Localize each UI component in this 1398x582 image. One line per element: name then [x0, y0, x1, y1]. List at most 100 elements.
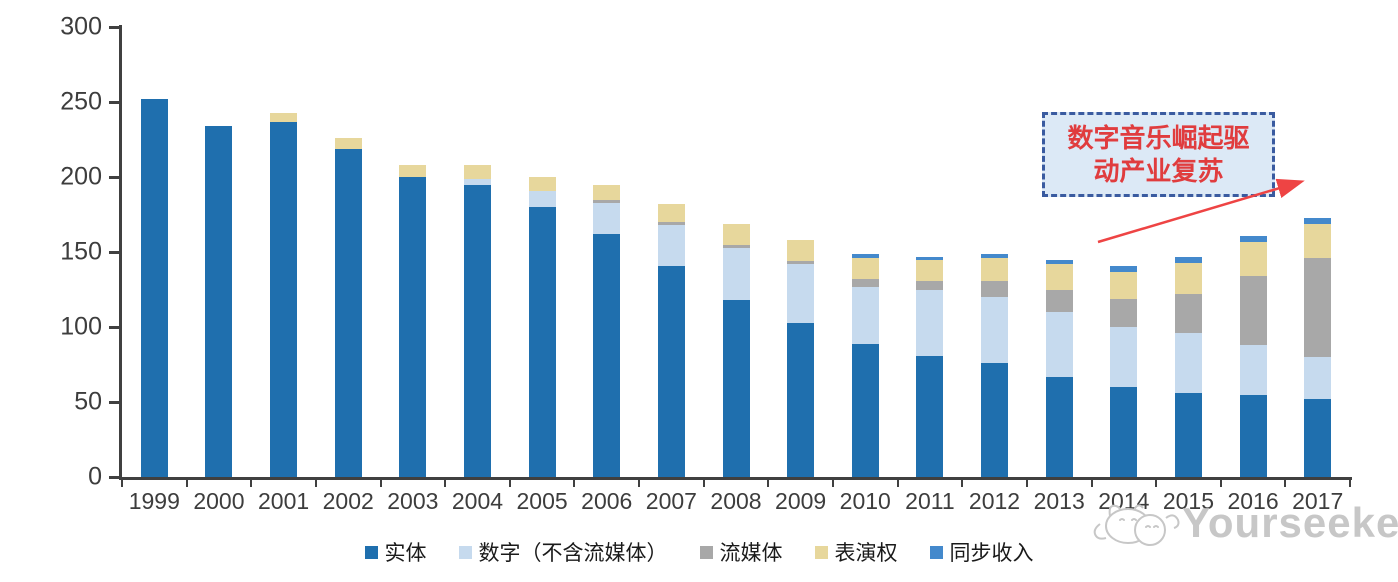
x-axis-label-2007: 2007	[645, 488, 697, 514]
bar-2006-segment-1	[593, 202, 621, 234]
bar-2000-segment-0	[205, 126, 233, 477]
bar-2016-segment-1	[1239, 345, 1267, 395]
x-axis-label-2010: 2010	[839, 488, 891, 514]
bar-2016-segment-3	[1239, 241, 1267, 276]
bar-2013-segment-1	[1045, 312, 1073, 377]
y-axis-label-200: 200	[60, 162, 102, 191]
bar-2015-segment-2	[1174, 294, 1202, 333]
bar-2011-segment-2	[916, 280, 944, 290]
bar-2017-segment-2	[1304, 258, 1332, 357]
x-axis-tick	[638, 480, 641, 487]
bar-2016-segment-2	[1239, 276, 1267, 345]
y-axis-label-250: 250	[60, 87, 102, 116]
watermark: Yourseeker	[1086, 494, 1398, 552]
annotation-text-line2: 动产业复苏	[1093, 156, 1224, 186]
bar-2008-segment-3	[722, 223, 750, 245]
x-axis-tick	[1349, 480, 1351, 487]
legend-item-0: 实体	[364, 537, 427, 567]
bar-2004-segment-1	[464, 178, 491, 185]
y-axis-label-50: 50	[74, 387, 102, 416]
x-axis-tick	[314, 480, 317, 487]
x-axis-label-2005: 2005	[516, 488, 568, 514]
bar-2013-segment-2	[1045, 289, 1073, 312]
bar-2010-segment-3	[851, 258, 879, 279]
bar-2004-segment-0	[464, 184, 491, 477]
bar-2013-segment-4	[1045, 259, 1073, 264]
bar-2017-segment-3	[1304, 223, 1332, 258]
x-axis-label-2004: 2004	[451, 488, 504, 514]
bar-2010-segment-2	[851, 279, 879, 287]
x-axis-label-2017: 2017	[1292, 488, 1344, 514]
bar-2010-segment-1	[851, 286, 879, 344]
x-axis-tick	[1090, 480, 1093, 487]
legend-swatch-1	[458, 545, 472, 559]
legend-swatch-4	[929, 545, 943, 559]
x-axis-tick	[961, 480, 964, 487]
bar-2001-segment-0	[270, 121, 298, 477]
bar-2007-segment-3	[657, 204, 685, 222]
bar-2008-segment-1	[722, 247, 750, 300]
legend-item-4: 同步收入	[929, 537, 1034, 567]
bar-2006-segment-2	[593, 199, 621, 203]
bar-2012-segment-2	[981, 280, 1008, 297]
bar-2012-segment-1	[981, 297, 1008, 363]
bar-2012-segment-4	[981, 253, 1008, 258]
bar-1999-segment-0	[140, 99, 168, 477]
annotation-callout: 数字音乐崛起驱 动产业复苏	[1042, 112, 1275, 197]
bar-2014-segment-0	[1110, 387, 1138, 477]
bar-2007-segment-0	[657, 265, 685, 477]
bar-2003-segment-0	[399, 177, 427, 477]
legend: 实体 数字（不含流媒体） 流媒体 表演权 同步收入	[0, 537, 1398, 567]
x-axis-label-2015: 2015	[1162, 488, 1214, 514]
x-axis-label-2003: 2003	[387, 488, 439, 514]
legend-item-3: 表演权	[814, 537, 898, 567]
bar-2009-segment-0	[787, 322, 815, 477]
bar-2017-segment-4	[1304, 217, 1332, 224]
x-axis-tick	[444, 480, 447, 487]
x-axis-tick	[121, 480, 123, 487]
bar-2010-segment-0	[851, 343, 879, 477]
y-axis-label-0: 0	[88, 462, 102, 491]
bar-2005-segment-1	[528, 190, 556, 207]
bar-2003-segment-3	[399, 165, 427, 177]
bar-2002-segment-0	[334, 148, 362, 477]
bar-2009-segment-1	[787, 264, 815, 323]
x-axis-tick	[1219, 480, 1222, 487]
x-axis-tick	[896, 480, 899, 487]
bar-2011-segment-4	[916, 256, 944, 260]
y-axis-tick	[109, 326, 119, 329]
watermark-text: Yourseeker	[1182, 499, 1398, 546]
bar-2015-segment-1	[1174, 333, 1202, 393]
legend-label-2: 流媒体	[719, 541, 783, 565]
x-axis-label-2002: 2002	[322, 488, 374, 514]
y-axis-tick	[109, 26, 119, 29]
bar-2002-segment-3	[334, 138, 362, 149]
x-axis-tick	[250, 480, 253, 487]
bar-2007-segment-1	[657, 225, 685, 266]
x-axis-label-2001: 2001	[257, 488, 310, 514]
x-axis-label-2006: 2006	[581, 488, 633, 514]
legend-label-1: 数字（不含流媒体）	[478, 541, 668, 565]
x-axis-tick	[767, 480, 770, 487]
x-axis-tick	[185, 480, 188, 487]
y-axis-label-150: 150	[60, 237, 102, 266]
x-axis-tick	[379, 480, 382, 487]
bar-2012-segment-3	[981, 258, 1008, 281]
bar-2004-segment-3	[464, 165, 491, 179]
bar-2008-segment-0	[722, 300, 750, 477]
bar-2016-segment-4	[1239, 235, 1267, 242]
bar-2017-segment-0	[1304, 399, 1332, 477]
y-axis-label-300: 300	[60, 12, 102, 41]
x-axis-label-2000: 2000	[193, 488, 245, 514]
legend-swatch-0	[364, 545, 378, 559]
y-axis-line	[119, 25, 122, 480]
y-axis-tick	[109, 401, 119, 404]
bar-2012-segment-0	[981, 363, 1008, 477]
y-axis-tick	[109, 251, 119, 254]
x-axis-label-2009: 2009	[775, 488, 827, 514]
x-axis-label-2013: 2013	[1033, 488, 1085, 514]
bar-2015-segment-0	[1174, 393, 1202, 477]
x-axis-label-2011: 2011	[905, 488, 955, 514]
bar-2007-segment-2	[657, 222, 685, 225]
bar-2016-segment-0	[1239, 394, 1267, 477]
